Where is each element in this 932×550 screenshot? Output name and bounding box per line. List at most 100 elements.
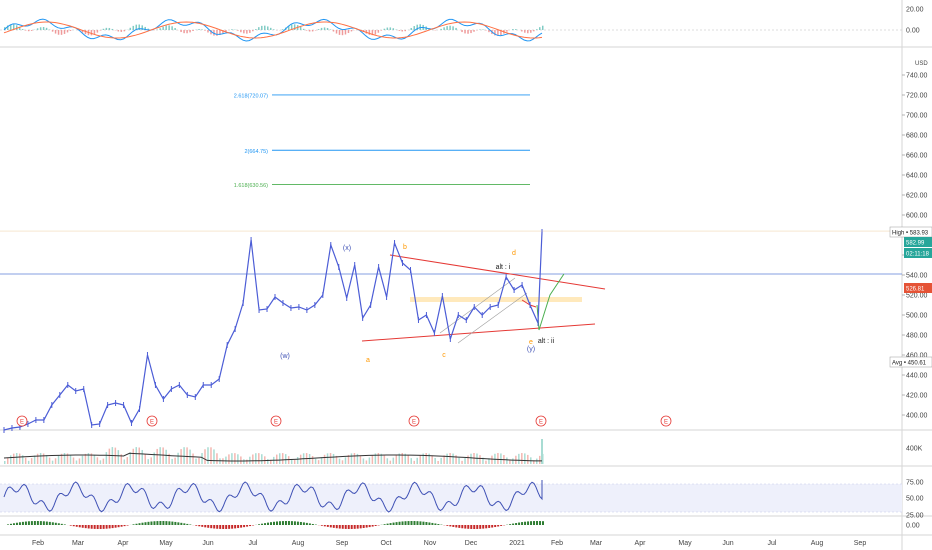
macd-histogram-bar — [464, 30, 466, 34]
price-tick-label: 420.00 — [906, 393, 928, 400]
osc-bar — [479, 525, 482, 529]
osc-bar — [395, 522, 398, 525]
osc-bar — [48, 521, 51, 525]
price-line — [3, 231, 543, 431]
volume-bar — [261, 454, 263, 464]
osc-bar — [329, 525, 332, 528]
volume-bar — [293, 459, 296, 464]
volume-bar — [368, 457, 371, 464]
volume-bar — [33, 455, 36, 464]
osc-bar — [147, 521, 150, 525]
channel-line — [457, 292, 528, 344]
macd-histogram-bar — [99, 30, 102, 31]
volume-bar — [353, 453, 356, 464]
volume-bar — [380, 453, 383, 464]
volume-bar — [479, 455, 481, 464]
earnings-marker — [270, 415, 282, 427]
osc-bar — [120, 525, 123, 527]
macd-histogram-bar — [533, 30, 535, 32]
osc-bar — [530, 521, 533, 525]
volume-bar — [117, 450, 120, 464]
volume-bar — [9, 455, 12, 464]
volume-bar — [81, 455, 84, 464]
volume-bar — [165, 449, 167, 464]
volume-bar — [278, 453, 281, 464]
volume-bar — [275, 454, 278, 464]
osc-bar — [57, 523, 60, 525]
volume-bar — [120, 454, 123, 464]
osc-bar — [500, 525, 503, 526]
macd-histogram-bar — [383, 28, 386, 30]
macd-histogram-bar — [365, 30, 368, 34]
osc-bar — [389, 523, 392, 525]
time-axis[interactable]: Feb Mar Apr May Jun Jul Aug Sep Oct Nov Dec 2021 Feb… — [32, 540, 866, 547]
price-badges: High • 583.93 582.99 02:11:18 526.81 Avg • 4… — [889, 226, 932, 368]
macd-histogram-bar — [404, 30, 407, 32]
osc-bar — [144, 522, 147, 525]
volume-bar — [356, 453, 359, 464]
osc-bar — [15, 522, 18, 525]
price-badge: 02:11:18 — [904, 248, 932, 258]
osc-bar — [51, 522, 54, 525]
osc-bar — [533, 521, 536, 525]
osc-bar — [45, 521, 48, 525]
macd-histogram-bar — [135, 24, 138, 30]
macd-histogram-bar — [129, 27, 132, 30]
osc-bar — [228, 525, 231, 529]
volume-bar — [258, 453, 260, 464]
macd-histogram-bar — [539, 27, 541, 30]
price-tick-label: 460.00 — [906, 353, 928, 360]
osc-bar — [482, 525, 485, 529]
osc-bar — [308, 523, 311, 525]
price-axis[interactable]: 740.00 720.00 700.00 680.00 660.00 640.00 620.… — [902, 7, 928, 530]
volume-bar — [45, 455, 48, 464]
macd-histogram-bar — [317, 29, 320, 30]
macd-histogram-bar — [36, 28, 39, 30]
macd-histogram-bar — [323, 27, 326, 30]
volume-bar — [255, 453, 257, 464]
currency-label[interactable]: USD — [915, 61, 928, 67]
macd-histogram-bar — [350, 30, 353, 32]
wave-label: c — [442, 352, 446, 359]
volume-bar — [183, 447, 185, 464]
volume-bar — [452, 453, 454, 464]
macd-histogram-bar — [147, 28, 149, 30]
macd-histogram-bar — [111, 28, 114, 30]
osc-bar — [42, 521, 45, 525]
macd-histogram-bar — [326, 27, 329, 30]
macd-histogram-bar — [225, 30, 227, 32]
macd-histogram-bar — [159, 28, 161, 30]
macd-histogram-bar — [308, 30, 311, 32]
osc-bar — [290, 521, 293, 525]
osc-bar — [159, 521, 162, 525]
osc-bar — [419, 521, 422, 525]
volume-bar — [21, 455, 24, 464]
macd-histogram-bar — [174, 27, 176, 30]
macd-histogram-bar — [51, 30, 54, 32]
osc-bar — [249, 525, 252, 527]
volume-bar — [407, 455, 409, 464]
osc-bar — [6, 524, 9, 525]
wave-label: a — [366, 357, 370, 364]
osc-bar — [416, 521, 419, 525]
macd-histogram-bar — [21, 29, 24, 30]
volume-bar — [138, 447, 140, 464]
macd-histogram-bar — [144, 26, 146, 30]
volume-bar — [123, 459, 126, 464]
macd-histogram-bar — [449, 25, 451, 30]
macd-histogram-bar — [102, 28, 105, 30]
volume-bar — [195, 458, 197, 464]
volume-bar — [449, 453, 451, 464]
month-label: Oct — [381, 540, 392, 547]
volume-bar — [270, 459, 272, 464]
macd-histogram-bar — [243, 30, 245, 34]
volume-bar — [234, 453, 236, 464]
macd-histogram-bar — [207, 30, 209, 33]
osc-bar — [281, 521, 284, 525]
volume-bar — [126, 457, 129, 464]
price-badge-text: 526.81 — [906, 287, 925, 293]
volume-bar — [156, 448, 158, 464]
price-tick-label: 620.00 — [906, 193, 928, 200]
osc-bar — [293, 521, 296, 525]
